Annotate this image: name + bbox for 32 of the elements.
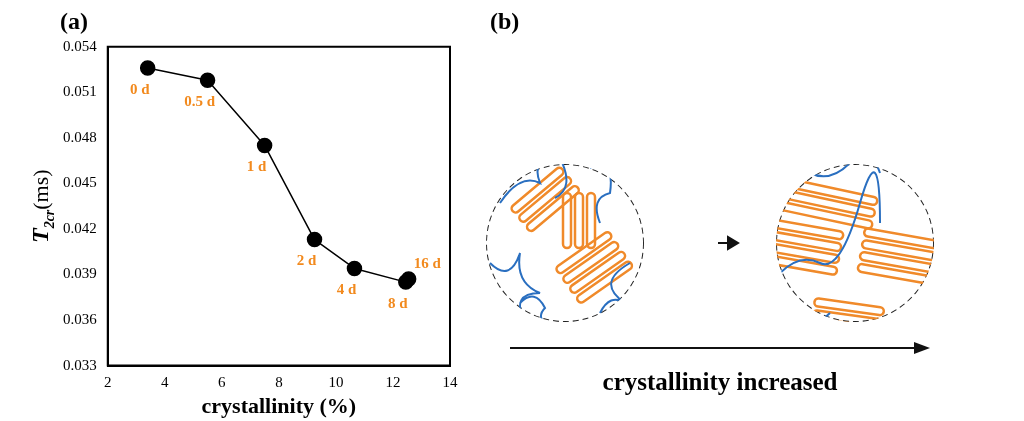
point: [346, 260, 363, 277]
point: [139, 60, 156, 76]
x-tick-label: 12: [385, 373, 401, 390]
y-tick-label: 0.054: [63, 37, 98, 54]
text: (b): [490, 8, 520, 35]
chart-title: (a): [60, 7, 88, 34]
point: [199, 72, 216, 88]
y-tick-label: 0.036: [63, 310, 98, 327]
y-tick-label: 0.042: [63, 219, 97, 236]
y-tick-label: 0.051: [63, 83, 97, 100]
x-tick-label: 4: [161, 373, 170, 390]
y-axis-title: T2cr(ms): [27, 169, 57, 244]
x-tick-label: 10: [328, 373, 344, 390]
x-tick-label: 6: [218, 373, 227, 390]
y-tick-label: 0.033: [63, 356, 97, 373]
point: [306, 231, 323, 248]
y-tick-label: 0.048: [63, 128, 97, 145]
y-tick-label: 0.045: [63, 174, 97, 191]
annotation: 8 d: [388, 294, 409, 311]
x-tick-label: 2: [104, 373, 112, 390]
annotation: 4 d: [336, 281, 357, 298]
annotation: 1 d: [246, 158, 268, 175]
annotation: 16 d: [413, 254, 442, 271]
point: [256, 137, 273, 154]
annotation: 0 d: [129, 80, 151, 97]
y-tick-label: 0.039: [63, 265, 97, 282]
x-axis-title: crystallinity (%): [201, 393, 357, 419]
annotation: 2 d: [296, 252, 317, 269]
x-tick-label: 8: [275, 373, 283, 390]
text: crystallinity increased: [601, 368, 839, 396]
x-tick-label: 14: [442, 373, 458, 390]
annotation: 0.5 d: [184, 93, 216, 110]
